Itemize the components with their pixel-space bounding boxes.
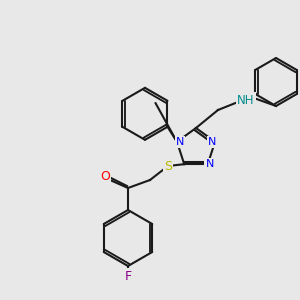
Text: N: N <box>206 159 214 169</box>
Text: N: N <box>208 137 216 147</box>
Text: S: S <box>164 160 172 172</box>
Text: N: N <box>176 137 184 147</box>
Text: F: F <box>124 269 132 283</box>
Text: NH: NH <box>237 94 255 106</box>
Text: O: O <box>100 170 110 184</box>
